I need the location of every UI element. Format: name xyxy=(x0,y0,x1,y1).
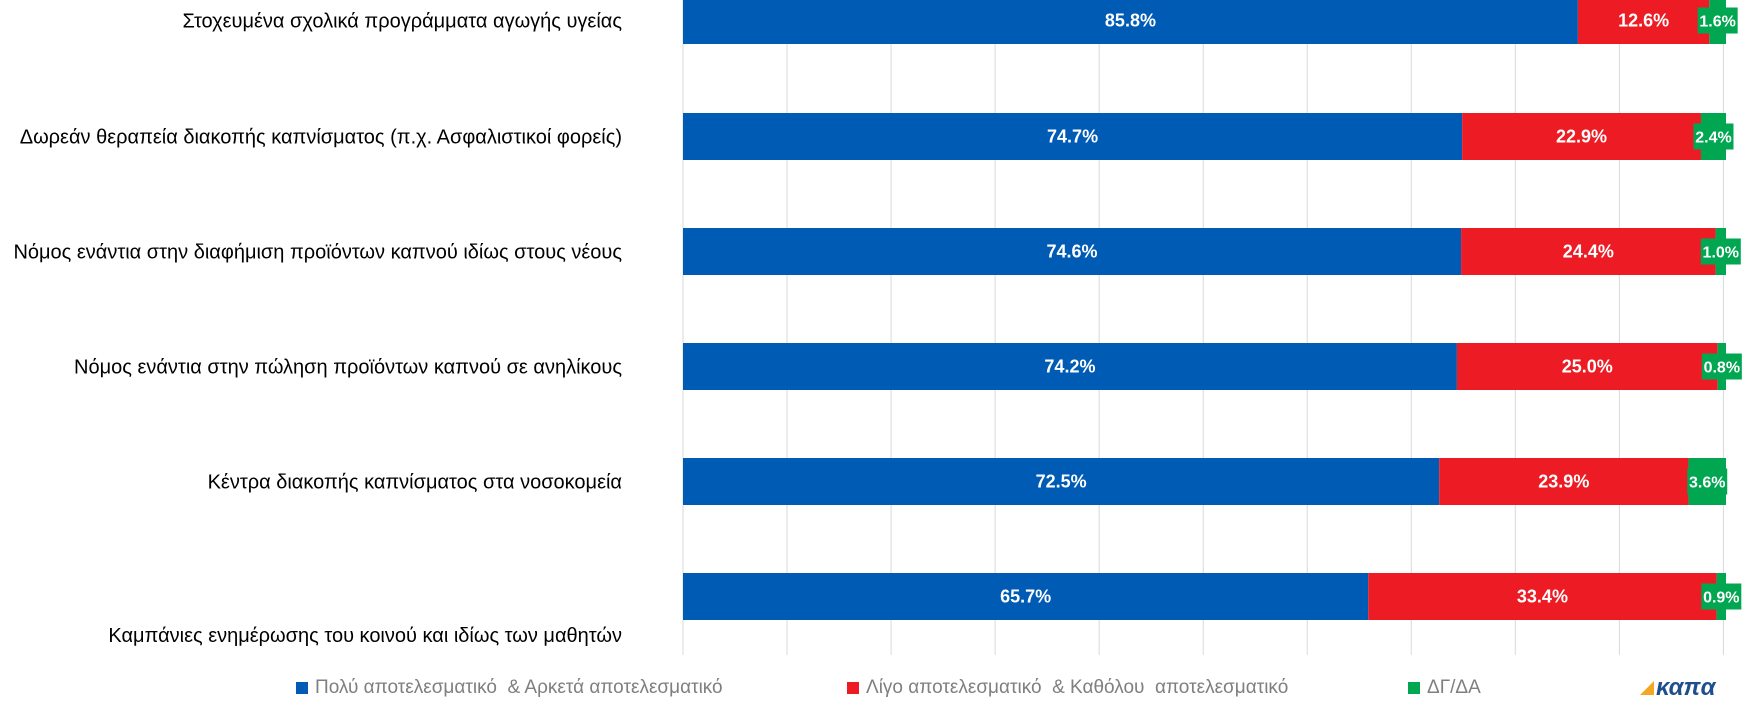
bar-segment xyxy=(1456,343,1718,390)
category-label: Δωρεάν θεραπεία διακοπής καπνίσματος (π.… xyxy=(20,127,622,149)
value-label-bg xyxy=(1701,583,1742,610)
gridlines xyxy=(682,0,1724,655)
value-label: 33.4% xyxy=(1517,587,1568,607)
legend-item-very-effective: Πολύ αποτελεσματικό & Αρκετά αποτελεσματ… xyxy=(296,677,723,699)
value-label-bg xyxy=(1687,468,1728,495)
value-label: 65.7% xyxy=(1000,587,1051,607)
value-label-bg xyxy=(1701,353,1742,380)
value-label: 24.4% xyxy=(1563,242,1614,262)
bar-segment xyxy=(683,458,1440,505)
value-label: 2.4% xyxy=(1695,130,1731,147)
value-label: 74.2% xyxy=(1044,357,1095,377)
value-labels: 85.8% 12.6% 1.6% 74.7% 22.9% 2.4% 74.6% 24.4% 1.… xyxy=(1000,7,1742,610)
bar-segment xyxy=(1577,0,1710,44)
value-label-bg xyxy=(1700,238,1741,265)
value-label: 74.7% xyxy=(1047,127,1098,147)
value-label: 23.9% xyxy=(1538,472,1589,492)
value-label: 3.6% xyxy=(1689,475,1725,492)
legend-item-little-effective: Λίγο αποτελεσματικό & Καθόλου αποτελεσμα… xyxy=(847,677,1288,699)
value-label: 0.9% xyxy=(1703,590,1739,607)
category-label: Κέντρα διακοπής καπνίσματος στα νοσοκομε… xyxy=(208,472,622,494)
legend-label: ΔΓ/ΔΑ xyxy=(1427,677,1481,698)
category-label: Νόμος ενάντια στην διαφήμιση προϊόντων κ… xyxy=(13,242,622,264)
bar-segment xyxy=(1462,113,1701,160)
legend-item-dk-na: ΔΓ/ΔΑ xyxy=(1408,677,1481,699)
value-label: 1.0% xyxy=(1703,245,1739,262)
legend-swatch-green xyxy=(1408,682,1420,694)
bar-segment xyxy=(683,228,1462,275)
value-label: 22.9% xyxy=(1556,127,1607,147)
category-label: Στοχευμένα σχολικά προγράμματα αγωγής υγ… xyxy=(183,11,623,33)
category-label: Καμπάνιες ενημέρωσης του κοινού και ιδίω… xyxy=(108,625,622,647)
bar-segment xyxy=(1461,228,1716,275)
value-label: 1.6% xyxy=(1699,14,1735,31)
value-label: 85.8% xyxy=(1105,11,1156,31)
logo-mark-icon xyxy=(1640,681,1654,695)
category-label: Νόμος ενάντια στην πώληση προϊόντων καπν… xyxy=(74,357,622,379)
bar-segment xyxy=(1368,573,1717,620)
value-label: 72.5% xyxy=(1036,472,1087,492)
value-label: 25.0% xyxy=(1562,357,1613,377)
category-labels: Στοχευμένα σχολικά προγράμματα αγωγής υγ… xyxy=(13,11,622,648)
value-label: 0.8% xyxy=(1704,360,1740,377)
bar-segment xyxy=(1439,458,1689,505)
bar-segment xyxy=(683,573,1369,620)
legend-swatch-red xyxy=(847,682,859,694)
legend-label: Πολύ αποτελεσματικό & Αρκετά αποτελεσματ… xyxy=(315,677,723,698)
value-label-bg xyxy=(1693,123,1734,150)
value-label: 74.6% xyxy=(1047,242,1098,262)
company-logo: καπα xyxy=(1640,673,1743,703)
bar-segment xyxy=(683,343,1457,390)
legend-label: Λίγο αποτελεσματικό & Καθόλου αποτελεσμα… xyxy=(866,677,1289,698)
bars xyxy=(683,0,1726,620)
bar-segment xyxy=(683,113,1463,160)
value-label: 12.6% xyxy=(1618,11,1669,31)
value-label-bg xyxy=(1697,7,1738,34)
legend-swatch-blue xyxy=(296,682,308,694)
logo-text: καπα xyxy=(1656,674,1716,701)
bar-segment xyxy=(683,0,1578,44)
